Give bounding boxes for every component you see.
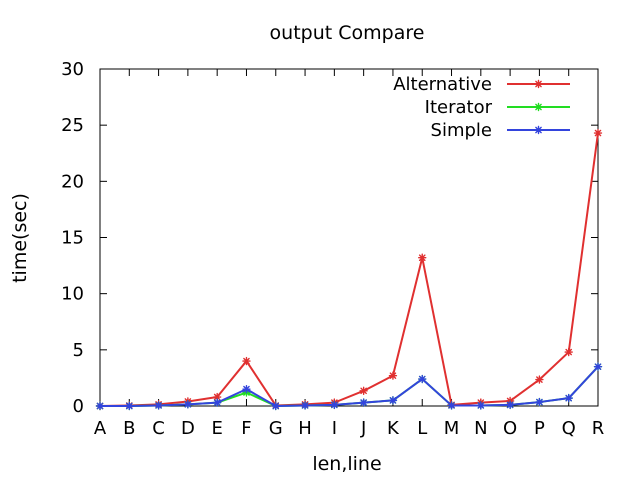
legend-label-alternative: Alternative <box>393 74 492 95</box>
y-tick-label-10: 10 <box>61 284 84 305</box>
alternative-point-e <box>212 392 222 402</box>
simple-point-k <box>388 396 398 405</box>
axes: A B C D E F G H I J K L M N O P Q R 0 5 10 15 20 25 30 <box>61 59 604 439</box>
x-tick-label-p: P <box>534 418 545 439</box>
simple-point-e <box>212 398 222 407</box>
legend-item-iterator: Iterator <box>425 97 570 118</box>
x-tick-label-n: N <box>474 418 487 439</box>
y-tick-label-30: 30 <box>61 59 84 80</box>
x-tick-label-a: A <box>94 418 107 439</box>
simple-point-n <box>476 401 486 410</box>
series-simple <box>95 362 603 411</box>
simple-point-d <box>183 400 193 409</box>
y-tick-label-15: 15 <box>61 228 84 249</box>
series-alternative <box>95 128 603 411</box>
simple-point-a <box>95 401 105 411</box>
legend-label-iterator: Iterator <box>425 97 493 118</box>
alternative-point-p <box>535 375 544 384</box>
legend-alternative-point-a <box>534 79 543 89</box>
alternative-point-k <box>388 371 398 380</box>
y-tick-label-20: 20 <box>61 171 84 192</box>
x-tick-label-i: I <box>332 418 337 439</box>
x-axis-label: len,line <box>312 453 381 475</box>
x-tick-label-q: Q <box>562 418 576 439</box>
x-tick-label-l: L <box>417 418 427 439</box>
simple-point-q <box>564 393 573 403</box>
x-tick-label-m: M <box>444 418 460 439</box>
simple-point-m <box>447 401 456 410</box>
simple-point-b <box>125 401 134 411</box>
y-tick-label-5: 5 <box>73 340 84 361</box>
alternative-point-l <box>418 253 427 262</box>
series-line-simple <box>99 365 599 407</box>
simple-point-f <box>242 384 251 394</box>
series-line-iterator <box>99 365 599 407</box>
chart-title: output Compare <box>270 22 425 44</box>
x-tick-label-j: J <box>360 418 366 439</box>
alternative-point-j <box>359 386 368 396</box>
simple-point-r <box>593 362 603 371</box>
simple-point-g <box>271 401 280 411</box>
simple-point-c <box>154 401 163 410</box>
y-axis-label: time(sec) <box>9 193 31 283</box>
plot-frame <box>99 68 599 407</box>
series-layer <box>95 128 603 411</box>
x-tick-label-k: K <box>387 418 400 439</box>
x-tick-label-b: B <box>123 418 135 439</box>
y-tick-label-0: 0 <box>73 396 84 417</box>
legend-item-alternative: Alternative <box>393 74 570 95</box>
simple-point-h <box>300 401 310 410</box>
legend-simple-point-a <box>534 125 543 135</box>
alternative-point-q <box>564 347 573 357</box>
x-tick-label-d: D <box>181 418 195 439</box>
legend-item-simple: Simple <box>431 120 570 141</box>
x-tick-label-f: F <box>241 418 251 439</box>
legend-iterator-point-a <box>534 102 543 112</box>
simple-point-l <box>418 374 427 384</box>
alternative-point-r <box>593 128 603 138</box>
y-tick-label-25: 25 <box>61 115 84 136</box>
simple-point-j <box>359 398 368 407</box>
simple-point-i <box>330 400 339 410</box>
alternative-point-f <box>242 356 251 366</box>
x-tick-label-e: E <box>211 418 222 439</box>
x-tick-label-o: O <box>503 418 517 439</box>
x-tick-label-g: G <box>269 418 283 439</box>
simple-point-o <box>505 400 515 410</box>
x-tick-label-c: C <box>152 418 165 439</box>
x-tick-label-r: R <box>592 418 605 439</box>
series-line-alternative <box>99 132 599 407</box>
simple-point-p <box>535 397 544 407</box>
x-tick-label-h: H <box>298 418 312 439</box>
legend-label-simple: Simple <box>431 120 492 141</box>
